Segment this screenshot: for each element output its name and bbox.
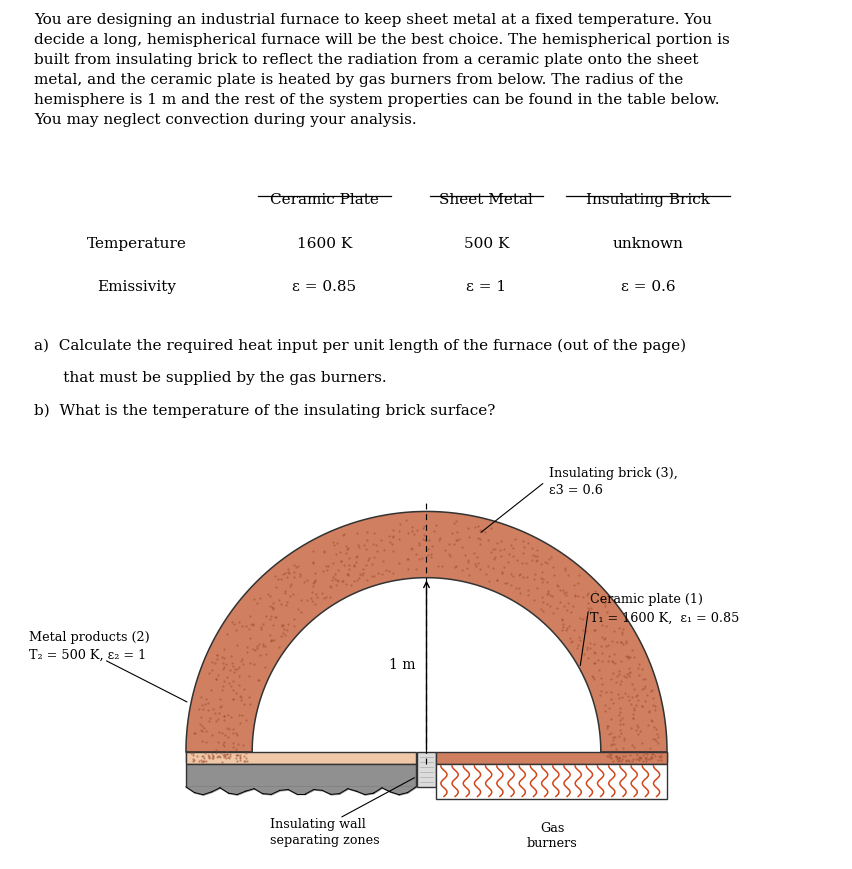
Bar (186, 752, 416, 764)
Text: Insulating brick (3),: Insulating brick (3), (548, 467, 676, 480)
Text: 1600 K: 1600 K (296, 236, 351, 251)
Text: Metal products (2): Metal products (2) (29, 631, 150, 644)
Polygon shape (186, 512, 666, 752)
Text: T₂ = 500 K, ε₂ = 1: T₂ = 500 K, ε₂ = 1 (29, 648, 146, 661)
Bar (435, 752, 666, 764)
Text: 1 m: 1 m (389, 658, 415, 672)
Text: Gas: Gas (539, 822, 563, 835)
Text: 500 K: 500 K (463, 236, 509, 251)
Text: Insulating Brick: Insulating Brick (585, 193, 710, 208)
Text: that must be supplied by the gas burners.: that must be supplied by the gas burners… (34, 372, 386, 386)
Text: Temperature: Temperature (86, 236, 187, 251)
Text: ε = 1: ε = 1 (465, 280, 506, 295)
Text: unknown: unknown (612, 236, 683, 251)
Bar (186, 764, 416, 786)
Bar (417, 752, 435, 786)
Polygon shape (600, 752, 666, 762)
Bar (435, 764, 666, 799)
Text: burners: burners (526, 838, 577, 851)
Text: ε = 0.85: ε = 0.85 (291, 280, 356, 295)
Text: a)  Calculate the required heat input per unit length of the furnace (out of the: a) Calculate the required heat input per… (34, 339, 686, 354)
Text: Insulating wall: Insulating wall (269, 819, 365, 832)
Text: T₁ = 1600 K,  ε₁ = 0.85: T₁ = 1600 K, ε₁ = 0.85 (590, 612, 739, 625)
Text: Emissivity: Emissivity (97, 280, 176, 295)
Text: Ceramic plate (1): Ceramic plate (1) (590, 593, 703, 606)
Text: You are designing an industrial furnace to keep sheet metal at a fixed temperatu: You are designing an industrial furnace … (34, 13, 729, 127)
Polygon shape (186, 752, 252, 762)
Text: separating zones: separating zones (269, 834, 379, 847)
Text: ε = 0.6: ε = 0.6 (620, 280, 675, 295)
Text: Ceramic Plate: Ceramic Plate (269, 193, 378, 208)
Text: b)  What is the temperature of the insulating brick surface?: b) What is the temperature of the insula… (34, 404, 495, 419)
Text: ε3 = 0.6: ε3 = 0.6 (548, 485, 602, 497)
Text: Sheet Metal: Sheet Metal (439, 193, 532, 208)
